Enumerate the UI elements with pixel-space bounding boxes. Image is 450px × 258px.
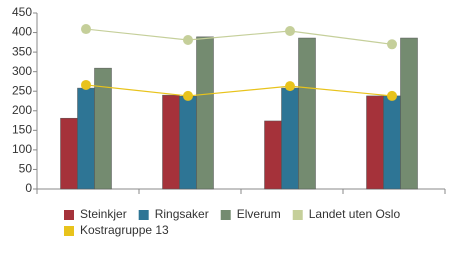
- y-tick-label: 100: [12, 142, 32, 156]
- bar: [60, 117, 78, 190]
- legend-label: Landet uten Oslo: [309, 207, 401, 221]
- y-tick-label: 400: [12, 25, 32, 39]
- legend-label: Ringsaker: [155, 207, 209, 221]
- line: [85, 28, 393, 45]
- bar: [366, 95, 384, 190]
- point: [183, 90, 193, 101]
- legend-marker: [138, 210, 149, 220]
- legend-marker: [64, 210, 74, 220]
- point: [81, 24, 91, 35]
- point: [183, 34, 193, 45]
- point: [387, 90, 397, 101]
- line: [85, 84, 393, 97]
- legend-marker: [64, 226, 74, 236]
- legend-marker: [292, 210, 303, 220]
- y-tick-label: 250: [12, 83, 32, 97]
- bar: [196, 36, 214, 190]
- legend-label: Kostragruppe 13: [80, 223, 169, 237]
- bar: [281, 87, 299, 190]
- point: [387, 39, 397, 50]
- bar: [400, 37, 418, 190]
- y-tick-label: 450: [12, 5, 32, 19]
- point: [285, 25, 295, 36]
- bar: [298, 37, 316, 190]
- bar: [162, 94, 180, 190]
- y-tick-label: 50: [19, 162, 33, 176]
- legend-label: Elverum: [237, 207, 281, 221]
- y-tick-label: 0: [25, 181, 32, 195]
- point: [285, 81, 295, 92]
- legend-label: Steinkjer: [80, 207, 127, 221]
- point: [81, 79, 91, 90]
- bar: [383, 95, 401, 190]
- legend-marker: [220, 210, 231, 220]
- bar: [264, 120, 282, 190]
- y-tick-label: 300: [12, 64, 32, 78]
- bar: [179, 96, 197, 190]
- bar: [94, 67, 112, 190]
- y-tick-label: 350: [12, 44, 32, 58]
- bar: [77, 87, 95, 190]
- y-tick-label: 200: [12, 103, 32, 117]
- y-tick-label: 150: [12, 123, 32, 137]
